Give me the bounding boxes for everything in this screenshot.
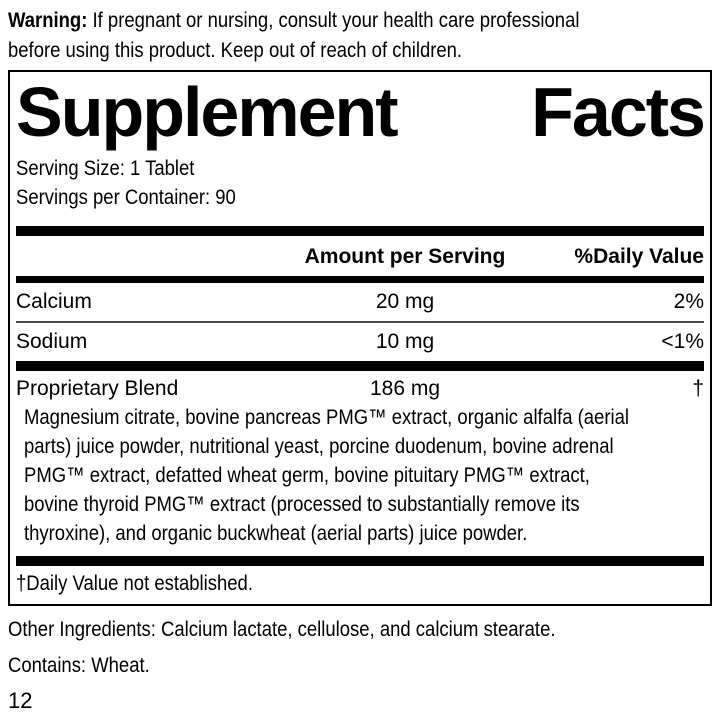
blend-description-line: Magnesium citrate, bovine pancreas PMG™ …: [24, 406, 629, 429]
contains-statement-text: Contains: Wheat.: [8, 654, 150, 677]
page-number: 12: [8, 688, 33, 713]
title-word-facts: Facts: [531, 73, 706, 151]
thick-rule-above-blend: [16, 361, 704, 371]
thin-row-divider: [16, 321, 704, 323]
warning-line-2: before using this product. Keep out of r…: [8, 39, 463, 62]
blend-description: Magnesium citrate, bovine pancreas PMG™ …: [16, 403, 704, 556]
nutrient-name: Calcium: [16, 290, 92, 313]
panel-title: Supplement Facts: [16, 73, 706, 151]
table-row-proprietary-blend: Proprietary Blend 186 mg †: [16, 371, 704, 403]
blend-daily-value-dagger: †: [692, 377, 704, 400]
table-header-row: Amount per Serving %Daily Value: [16, 236, 704, 276]
blend-description-line: bovine thyroid PMG™ extract (processed t…: [24, 493, 580, 516]
blend-amount: 186 mg: [369, 377, 441, 400]
other-ingredients-text: Other Ingredients: Calcium lactate, cell…: [8, 618, 556, 641]
daily-value-footnote: †Daily Value not established.: [16, 566, 704, 600]
blend-description-line: PMG™ extract, defatted wheat germ, bovin…: [24, 464, 590, 487]
table-row-sodium: Sodium 10 mg <1%: [16, 323, 704, 361]
blend-description-line: thyroxine), and organic buckwheat (aeria…: [24, 522, 528, 545]
serving-info: Serving Size: 1 Tablet Servings per Cont…: [16, 154, 704, 212]
nutrient-name: Sodium: [16, 330, 88, 353]
thick-rule-above-footnote: [16, 556, 704, 566]
nutrient-daily-value: <1%: [661, 330, 704, 353]
supplement-facts-panel: Supplement Facts Serving Size: 1 Tablet …: [8, 70, 712, 606]
column-header-daily-value: %Daily Value: [574, 245, 704, 268]
serving-size: Serving Size: 1 Tablet: [16, 157, 195, 180]
servings-per-container: Servings per Container: 90: [16, 186, 236, 209]
nutrient-amount: 20 mg: [375, 290, 435, 313]
warning-line-1-rest: If pregnant or nursing, consult your hea…: [87, 9, 580, 32]
blend-name: Proprietary Blend: [16, 377, 179, 400]
medium-rule-under-header: [16, 276, 704, 283]
other-ingredients: Other Ingredients: Calcium lactate, cell…: [8, 618, 712, 642]
nutrient-amount: 10 mg: [375, 330, 435, 353]
contains-statement: Contains: Wheat.: [8, 654, 712, 678]
warning-text: Warning: If pregnant or nursing, consult…: [8, 6, 712, 66]
daily-value-footnote-text: †Daily Value not established.: [16, 572, 253, 595]
table-row-calcium: Calcium 20 mg 2%: [16, 283, 704, 321]
title-word-supplement: Supplement: [16, 73, 399, 151]
warning-label: Warning:: [8, 9, 88, 32]
nutrient-daily-value: 2%: [673, 290, 704, 313]
blend-description-line: parts) juice powder, nutritional yeast, …: [24, 435, 614, 458]
column-header-amount: Amount per Serving: [304, 245, 506, 268]
warning-line-1: Warning: If pregnant or nursing, consult…: [8, 6, 628, 36]
thick-rule-top: [16, 226, 704, 236]
